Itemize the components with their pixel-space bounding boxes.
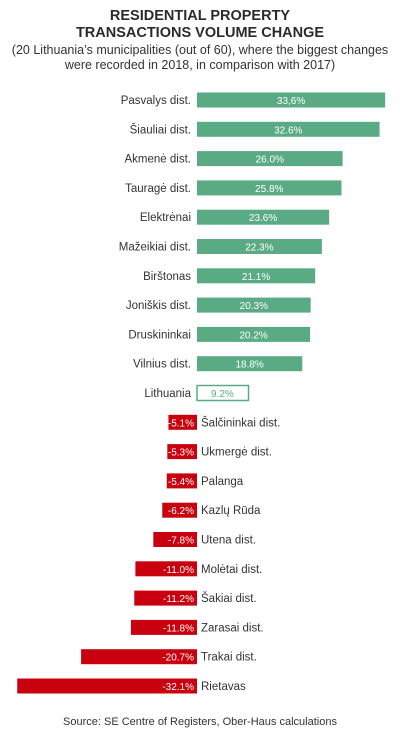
category-label-15: Kazlų Rūda [201,505,261,517]
value-label-11: 9.2% [211,389,234,400]
category-label-20: Trakai dist. [201,652,257,664]
value-label-19: -11.8% [163,623,194,634]
category-label-11: Lithuania [144,388,191,400]
bar-4 [197,180,342,196]
category-label-10: Vilnius dist. [133,359,191,371]
category-label-12: Šalčininkai dist. [201,416,280,429]
category-label-21: Rietavas [201,681,246,693]
category-label-5: Elektrėnai [140,212,191,224]
value-label-1: 33,6% [277,96,305,107]
bar-11 [196,384,250,402]
value-label-8: 20.3% [240,301,268,312]
bar-12 [168,414,197,430]
chart-subtitle: (20 Lithuania’s municipalities (out of 6… [0,43,400,73]
value-label-15: -6.2% [168,506,194,517]
value-label-14: -5.4% [168,477,194,488]
bar-6 [197,239,322,254]
value-label-17: -11.0% [163,565,194,576]
bar-2 [197,121,380,137]
value-label-16: -7.8% [168,536,194,547]
category-label-13: Ukmergė dist. [201,447,272,459]
bar-17 [135,561,197,577]
category-label-8: Joniškis dist. [126,300,191,312]
bar-16 [153,532,197,547]
category-label-4: Tauragė dist. [125,183,191,195]
value-label-21: -32.1% [162,682,194,693]
category-label-9: Druskininkai [128,329,191,341]
value-label-10: 18.8% [235,360,263,371]
category-label-14: Palanga [201,476,244,488]
chart-subtitle-line-1: (20 Lithuania’s municipalities (out of 6… [11,43,389,57]
category-label-17: Molėtai dist. [201,564,262,576]
category-label-1: Pasvalys dist. [121,95,191,107]
bar-5 [197,209,330,225]
value-label-13: -5.3% [168,448,194,459]
bar-10 [197,356,303,372]
category-label-6: Mažeikiai dist. [119,242,191,254]
category-label-16: Utena dist. [201,535,256,547]
chart-title-line-1: RESIDENTIAL PROPERTY [109,8,291,24]
value-label-18: -11.2% [163,594,194,605]
chart-source: Source: SE Centre of Registers, Ober-Hau… [63,716,337,728]
category-label-2: Šiauliai dist. [130,123,191,136]
value-label-2: 32.6% [274,125,302,136]
category-label-7: Birštonas [143,271,191,283]
bar-1 [197,92,386,108]
category-label-3: Akmenė dist. [125,154,191,166]
bar-8 [197,297,311,313]
value-label-5: 23.6% [249,213,277,224]
category-label-19: Zarasai dist. [201,622,264,634]
bar-15 [162,502,197,518]
chart-subtitle-line-2: were recorded in 2018, in comparison wit… [64,58,336,72]
bar-7 [197,268,316,284]
category-label-18: Šakiai dist. [201,592,257,605]
chart-title-line-2: TRANSACTIONS VOLUME CHANGE [75,25,325,41]
bar-14 [166,473,197,489]
value-label-7: 21.1% [242,272,270,283]
bar-18 [134,590,197,606]
value-label-12: -5.1% [168,418,194,429]
bar-3 [197,151,343,167]
value-label-4: 25.8% [255,184,283,195]
value-label-20: -20.7% [162,653,194,664]
bar-13 [167,444,197,460]
bar-21 [17,678,197,694]
value-label-6: 22.3% [245,243,273,254]
value-label-9: 20.2% [239,330,267,341]
bar-9 [197,326,311,342]
value-label-3: 26.0% [256,155,284,166]
chart-title: RESIDENTIAL PROPERTY TRANSACTIONS VOLUME… [0,8,400,42]
bar-19 [130,619,197,635]
bar-20 [81,649,197,665]
